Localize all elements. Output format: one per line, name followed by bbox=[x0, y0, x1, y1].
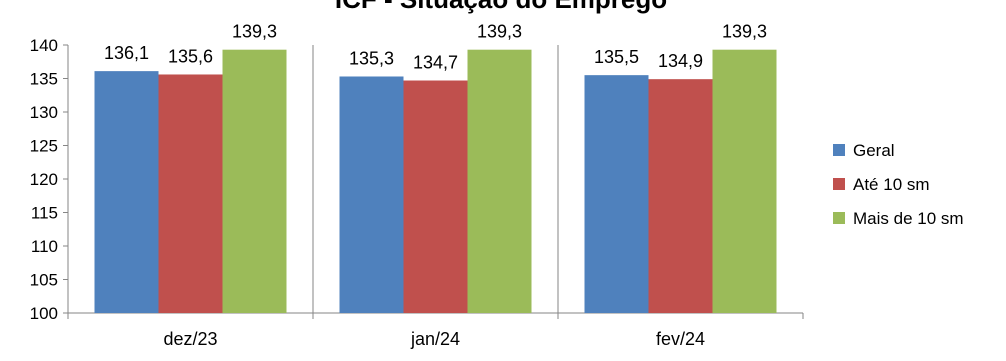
x-tick-label: fev/24 bbox=[656, 329, 705, 349]
x-tick-label: jan/24 bbox=[410, 329, 460, 349]
data-label: 134,7 bbox=[413, 53, 458, 73]
bar-mais-de-10-sm bbox=[222, 49, 287, 313]
data-label: 139,3 bbox=[722, 22, 767, 42]
bars bbox=[94, 49, 777, 314]
legend-swatch bbox=[833, 144, 845, 156]
data-labels: 136,1 135,6 139,3 135,3 134,7 139,3 135,5 134,9… bbox=[104, 22, 767, 73]
data-label: 136,1 bbox=[104, 43, 149, 63]
bar-mais-de-10-sm bbox=[712, 49, 777, 313]
bar-até-10-sm bbox=[403, 80, 468, 313]
legend-label: Até 10 sm bbox=[853, 175, 930, 194]
legend-label: Geral bbox=[853, 141, 895, 160]
data-label: 139,3 bbox=[232, 22, 277, 42]
y-tick-label: 130 bbox=[30, 103, 58, 122]
bar-até-10-sm bbox=[158, 74, 223, 313]
legend-swatch bbox=[833, 178, 845, 190]
bar-mais-de-10-sm bbox=[467, 49, 532, 313]
bar-geral bbox=[339, 76, 404, 314]
bar-geral bbox=[94, 71, 159, 313]
data-label: 134,9 bbox=[658, 51, 703, 71]
bar-geral bbox=[584, 75, 649, 314]
legend: Geral Até 10 sm Mais de 10 sm bbox=[833, 141, 964, 228]
bar-até-10-sm bbox=[648, 79, 713, 313]
data-label: 139,3 bbox=[477, 22, 522, 42]
y-tick-label: 115 bbox=[31, 204, 58, 223]
axes: 100 105 110 115 120 125 130 135 140 dez/23 jan/24 f… bbox=[30, 36, 804, 349]
chart-title: ICF - Situação do Emprego bbox=[335, 0, 667, 14]
y-tick-label: 105 bbox=[30, 271, 58, 290]
data-label: 135,3 bbox=[349, 48, 394, 68]
data-label: 135,6 bbox=[168, 46, 213, 66]
y-tick-label: 140 bbox=[30, 36, 58, 55]
y-tick-label: 125 bbox=[30, 137, 58, 156]
y-tick-label: 100 bbox=[30, 304, 58, 323]
y-tick-label: 110 bbox=[31, 237, 58, 256]
y-tick-label: 120 bbox=[30, 170, 58, 189]
legend-label: Mais de 10 sm bbox=[853, 209, 964, 228]
x-tick-label: dez/23 bbox=[163, 329, 217, 349]
legend-swatch bbox=[833, 212, 845, 224]
data-label: 135,5 bbox=[594, 47, 639, 67]
y-tick-label: 135 bbox=[30, 70, 58, 89]
